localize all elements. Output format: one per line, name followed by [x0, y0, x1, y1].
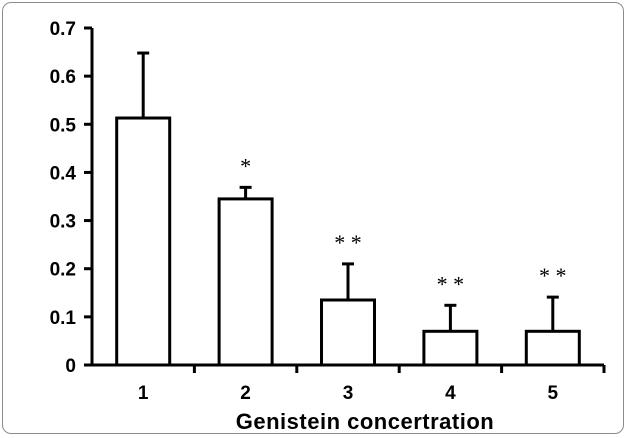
bar: [115, 116, 172, 367]
x-tick-label: 5: [548, 383, 559, 404]
x-tick-label: 1: [138, 383, 149, 404]
bar: [524, 329, 581, 367]
chart-frame: [2, 2, 624, 434]
bar: [217, 197, 274, 367]
significance-marker: *: [240, 153, 251, 178]
y-tick-label: 0.3: [50, 212, 76, 233]
y-tick-label: 0.4: [50, 163, 77, 184]
x-tick-label: 3: [343, 383, 354, 404]
y-tick-label: 0.7: [50, 19, 76, 40]
bars: * * * * * * *: [115, 51, 581, 367]
x-tick-label: 4: [445, 383, 456, 404]
x-tick-label: 2: [240, 383, 251, 404]
significance-marker: * *: [334, 230, 362, 255]
significance-marker: * *: [539, 263, 567, 288]
bar: [422, 329, 479, 367]
x-axis-label: Genistein concertration: [236, 409, 494, 434]
significance-marker: * *: [437, 271, 465, 296]
y-axis: 0 0.1 0.2 0.3 0.4 0.5 0.6 0.7: [50, 19, 94, 377]
bar: [320, 298, 376, 367]
y-tick-label: 0.6: [50, 67, 76, 88]
y-tick-label: 0.5: [50, 115, 77, 136]
y-tick-label: 0.1: [50, 308, 77, 329]
x-axis: 1 2 3 4 5: [84, 363, 606, 404]
y-tick-label: 0: [65, 356, 76, 377]
y-tick-label: 0.2: [50, 260, 76, 281]
